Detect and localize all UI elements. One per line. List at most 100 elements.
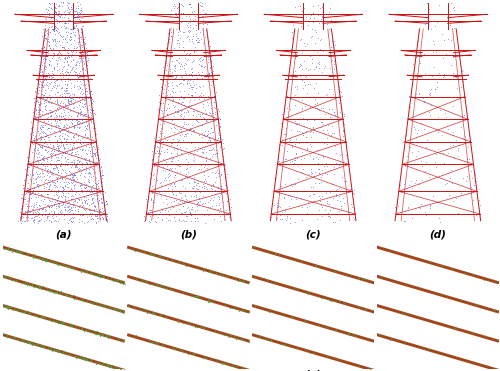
Point [34, 101, 42, 107]
Point [411, 126, 419, 132]
Point [72, 49, 80, 55]
Point [86, 300, 94, 306]
Point [37, 133, 45, 139]
Point [347, 186, 355, 191]
Point [30, 210, 38, 216]
Point [424, 346, 432, 352]
Point [84, 112, 92, 118]
Point [92, 216, 100, 221]
Point [92, 181, 100, 187]
Point [324, 130, 332, 136]
Point [46, 73, 54, 79]
Point [74, 41, 82, 47]
Point [180, 77, 188, 83]
Point [336, 116, 344, 122]
Point [386, 337, 394, 343]
Point [56, 78, 64, 83]
Point [50, 36, 58, 42]
Point [82, 155, 90, 161]
Point [191, 89, 199, 95]
Point [81, 35, 89, 40]
Point [90, 144, 98, 150]
Point [50, 215, 58, 221]
Point [36, 144, 44, 150]
Point [61, 207, 69, 213]
Point [290, 92, 298, 98]
Point [81, 174, 89, 180]
Point [18, 307, 26, 313]
Point [402, 312, 410, 318]
Point [204, 70, 212, 76]
Point [45, 0, 53, 6]
Point [172, 74, 180, 80]
Point [66, 171, 74, 177]
Point [44, 201, 52, 207]
Point [345, 330, 353, 336]
Point [53, 67, 61, 73]
Point [76, 140, 84, 146]
Point [192, 117, 200, 123]
Point [41, 75, 49, 81]
Point [42, 27, 50, 33]
Point [66, 129, 74, 135]
Point [170, 47, 178, 53]
Point [194, 198, 202, 204]
Point [180, 30, 188, 36]
Point [70, 211, 78, 217]
Point [70, 25, 78, 31]
Point [66, 63, 74, 69]
Point [87, 186, 95, 191]
Point [183, 34, 191, 40]
Point [42, 32, 50, 38]
Point [66, 92, 74, 98]
Point [328, 122, 336, 128]
Point [46, 210, 54, 216]
Point [38, 91, 46, 96]
Point [62, 35, 70, 41]
Point [168, 183, 176, 188]
Point [186, 149, 194, 155]
Point [314, 19, 322, 24]
Point [199, 181, 207, 187]
Point [288, 73, 296, 79]
Point [59, 321, 67, 326]
Point [58, 194, 66, 200]
Point [60, 194, 68, 200]
Point [173, 127, 181, 132]
Point [90, 192, 98, 198]
Point [102, 202, 110, 208]
Point [460, 112, 468, 118]
Point [168, 98, 176, 104]
Point [85, 202, 93, 208]
Point [38, 156, 46, 162]
Point [145, 218, 153, 224]
Point [62, 173, 70, 178]
Point [2, 333, 10, 339]
Point [52, 76, 60, 82]
Point [426, 112, 434, 118]
Point [184, 204, 192, 210]
Point [180, 65, 188, 71]
Point [91, 146, 99, 152]
Point [30, 214, 38, 220]
Point [189, 350, 197, 356]
Point [201, 133, 209, 139]
Point [302, 204, 310, 210]
Point [49, 37, 57, 43]
Point [139, 336, 147, 342]
Point [56, 216, 64, 222]
Point [182, 71, 190, 77]
Point [386, 248, 394, 254]
Point [206, 137, 214, 142]
Point [40, 122, 48, 128]
Point [307, 134, 315, 140]
Point [293, 128, 301, 134]
Point [70, 177, 78, 183]
Point [178, 99, 186, 105]
Point [28, 140, 36, 146]
Point [96, 302, 104, 308]
Point [36, 84, 44, 90]
Point [328, 130, 336, 136]
Point [120, 279, 128, 285]
Point [440, 150, 448, 156]
